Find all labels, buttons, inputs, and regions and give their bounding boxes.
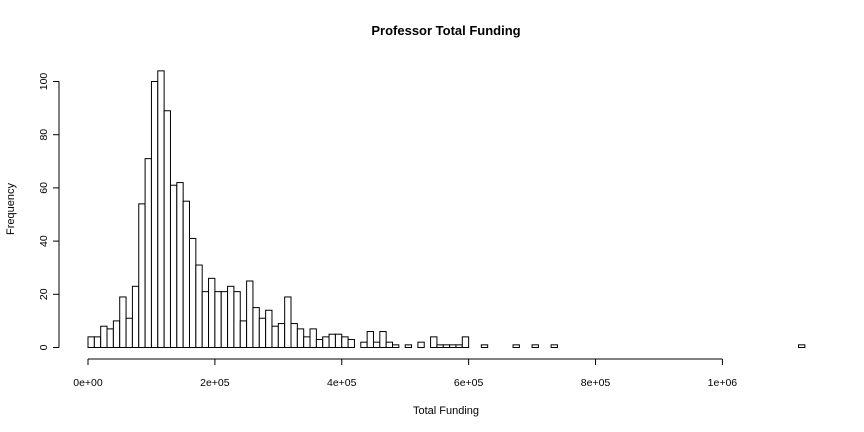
x-axis-label: Total Funding [413, 405, 479, 417]
histogram-bar [372, 341, 381, 348]
histogram-bar [214, 291, 222, 349]
y-axis: 0 20 40 60 80 100 [38, 73, 60, 350]
y-tick-label: 100 [38, 73, 50, 91]
histogram-bar [392, 344, 400, 348]
x-tick-label: 4e+05 [327, 377, 357, 389]
histogram-bar [125, 317, 133, 348]
histogram-bar [201, 291, 210, 349]
histogram-bar [480, 344, 489, 348]
histogram-bar [195, 264, 203, 349]
histogram-bar [442, 344, 451, 348]
histogram-bar [100, 325, 108, 349]
x-axis: 0e+00 2e+05 4e+05 6e+05 8e+05 1e+06 [73, 358, 738, 389]
x-tick-label: 1e+06 [708, 377, 738, 389]
y-tick-label: 0 [38, 344, 50, 350]
y-axis-label: Frequency [5, 183, 17, 235]
x-tick-label: 0e+00 [73, 377, 103, 389]
histogram-bar [341, 336, 349, 348]
histogram-bar [93, 336, 102, 348]
histogram-bar [315, 339, 324, 348]
histogram-bar [455, 344, 463, 348]
histogram-bar [334, 333, 343, 349]
histogram-bar [144, 158, 152, 348]
histogram-bar [296, 328, 305, 349]
histogram-bar [163, 110, 171, 349]
histogram-bar [436, 344, 444, 348]
y-tick-label: 40 [38, 235, 50, 247]
histogram-bar [157, 70, 165, 349]
histogram-bar [284, 296, 292, 348]
histogram-bar [169, 184, 178, 348]
y-tick-label: 80 [38, 129, 50, 141]
y-tick-label: 20 [38, 288, 50, 300]
histogram-bar [239, 320, 248, 348]
histogram-bar [182, 200, 191, 348]
histogram-bar [404, 344, 413, 348]
histogram-bar [322, 336, 330, 348]
histogram-bar [220, 291, 229, 349]
histogram-bar [328, 333, 336, 349]
histogram-bar [347, 339, 355, 348]
histogram-bar [252, 307, 260, 349]
histogram-bar [309, 328, 317, 349]
histogram-bar [798, 344, 806, 348]
histogram-bar [550, 344, 558, 348]
histogram-bar [303, 336, 311, 348]
histogram-bar [366, 331, 374, 349]
x-tick-label: 2e+05 [200, 377, 230, 389]
histogram-bar [150, 81, 159, 348]
histogram-bar [138, 203, 146, 348]
histogram-bar [277, 323, 286, 348]
histogram-bar [208, 277, 216, 348]
histogram-bar [106, 328, 114, 349]
histogram-bar [189, 237, 197, 348]
y-tick-label: 60 [38, 182, 50, 194]
histogram-bar [131, 285, 140, 349]
histogram-bar [385, 341, 394, 348]
histogram-bar [246, 280, 254, 348]
histogram-bar [119, 296, 127, 348]
x-tick-label: 6e+05 [454, 377, 484, 389]
x-tick-label: 8e+05 [581, 377, 611, 389]
histogram-bar [430, 336, 438, 348]
chart-title: Professor Total Funding [371, 23, 520, 38]
histogram-bar [417, 341, 425, 348]
histogram-bar [258, 317, 267, 348]
histogram-bar [449, 344, 457, 348]
histogram-bar [379, 331, 387, 349]
histogram-bar [265, 309, 273, 349]
histogram-bar [233, 291, 241, 349]
histogram-bar [360, 341, 368, 348]
histogram-bar [531, 344, 539, 348]
bars-group [87, 70, 806, 349]
histogram-bar [512, 344, 520, 348]
histogram-bar [271, 325, 279, 349]
histogram-bar [290, 323, 298, 348]
histogram-bar [87, 336, 95, 348]
histogram-bar [227, 285, 235, 349]
histogram-bar [112, 320, 121, 348]
histogram-bar [461, 336, 470, 348]
histogram-bar [176, 182, 184, 348]
